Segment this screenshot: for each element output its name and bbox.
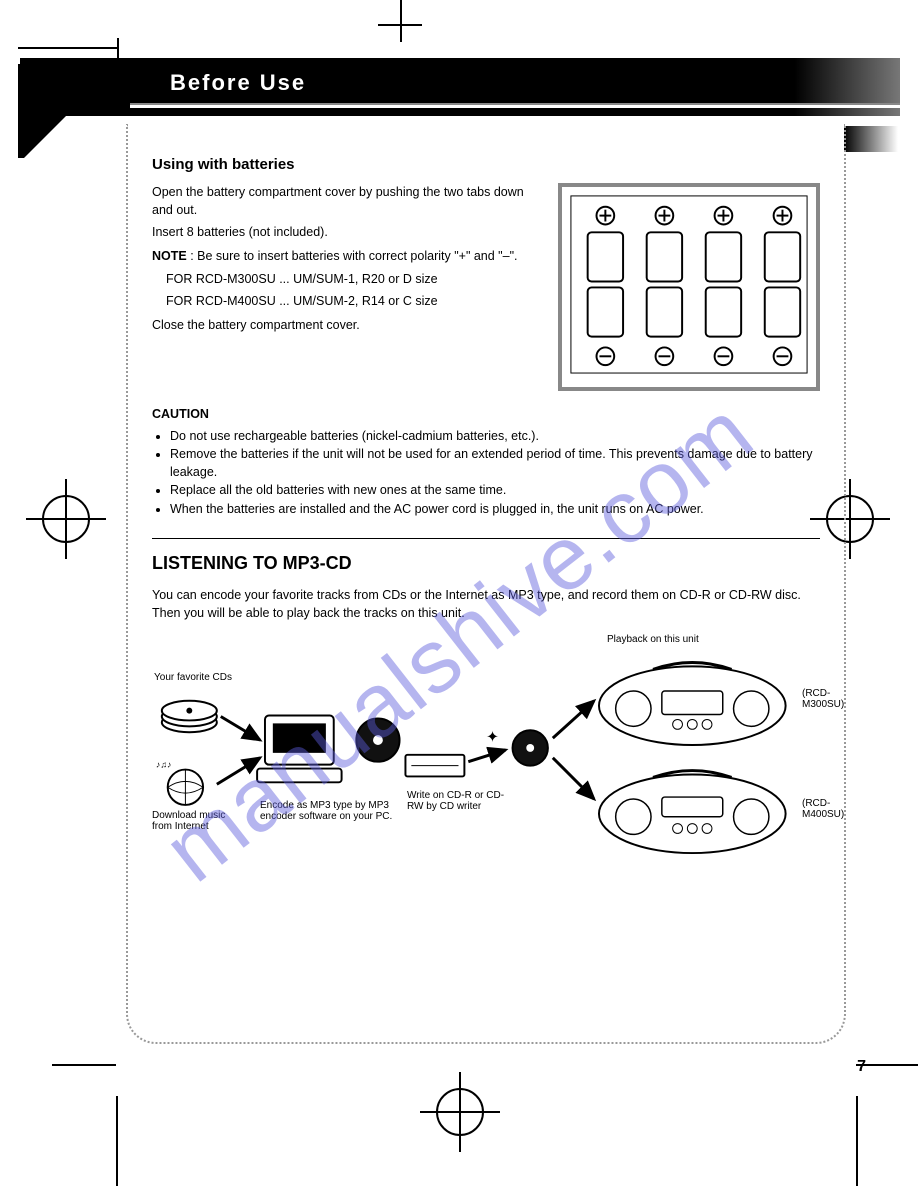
svg-text:✦: ✦ bbox=[486, 729, 499, 746]
close-line: Close the battery compartment cover. bbox=[152, 316, 540, 334]
crop-mark bbox=[52, 1064, 116, 1066]
mp3-section-title: LISTENING TO MP3-CD bbox=[152, 553, 820, 574]
mp3-flow-diagram: ♪♫♪ ✦ bbox=[152, 630, 820, 860]
flow-label-playback: Playback on this unit bbox=[607, 634, 737, 645]
crop-mark bbox=[378, 24, 422, 26]
battery-compartment-icon bbox=[566, 191, 812, 378]
crop-mark bbox=[400, 0, 402, 42]
battery-intro-2: Insert 8 batteries (not included). bbox=[152, 223, 540, 241]
mp3-paragraph: You can encode your favorite tracks from… bbox=[152, 586, 820, 622]
caution-bullet: Replace all the old batteries with new o… bbox=[170, 481, 820, 499]
flow-label-net: Download music from Internet bbox=[152, 810, 242, 832]
page-number: 7 bbox=[857, 1058, 866, 1076]
section-title-battery: Using with batteries bbox=[152, 156, 820, 173]
section-divider bbox=[152, 538, 820, 539]
flow-label-model-top: (RCD-M300SU) bbox=[802, 688, 844, 710]
caution-label: CAUTION bbox=[152, 407, 209, 421]
crop-mark bbox=[856, 1096, 858, 1186]
flow-label-model-bottom: (RCD-M400SU) bbox=[802, 798, 844, 820]
content-frame: Using with batteries Open the battery co… bbox=[126, 124, 846, 1044]
caution-bullet: Do not use rechargeable batteries (nicke… bbox=[170, 427, 820, 445]
caution-bullet: When the batteries are installed and the… bbox=[170, 500, 820, 518]
header-title: Before Use bbox=[170, 70, 306, 96]
battery-intro-1: Open the battery compartment cover by pu… bbox=[152, 183, 540, 219]
flow-label-cds: Your favorite CDs bbox=[154, 672, 234, 683]
registration-mark-icon bbox=[42, 495, 90, 543]
model-note-1: FOR RCD-M300SU ... UM/SUM-1, R20 or D si… bbox=[166, 270, 540, 288]
header-band: Before Use bbox=[20, 58, 900, 116]
note-label: NOTE bbox=[152, 249, 187, 263]
svg-text:♪♫♪: ♪♫♪ bbox=[156, 760, 171, 770]
caution-bullet: Remove the batteries if the unit will no… bbox=[170, 445, 820, 481]
flow-label-write: Write on CD-R or CD-RW by CD writer bbox=[407, 790, 517, 812]
model-note-2: FOR RCD-M400SU ... UM/SUM-2, R14 or C si… bbox=[166, 292, 540, 310]
battery-diagram bbox=[558, 183, 820, 391]
crop-mark bbox=[116, 1096, 118, 1186]
note-text: : Be sure to insert batteries with corre… bbox=[187, 249, 518, 263]
registration-mark-icon bbox=[436, 1088, 484, 1136]
side-tab bbox=[844, 126, 898, 152]
battery-text: Open the battery compartment cover by pu… bbox=[152, 183, 540, 338]
flow-label-encode: Encode as MP3 type by MP3 encoder softwa… bbox=[260, 800, 395, 822]
